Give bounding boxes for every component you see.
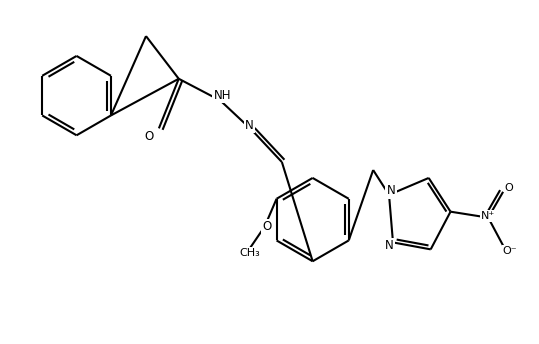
- Text: O: O: [505, 183, 514, 193]
- Text: N: N: [385, 239, 393, 252]
- Text: O⁻: O⁻: [503, 246, 517, 256]
- Text: N⁺: N⁺: [481, 211, 495, 221]
- Text: O: O: [262, 220, 271, 233]
- Text: O: O: [144, 130, 154, 143]
- Text: N: N: [245, 119, 253, 132]
- Text: NH: NH: [213, 89, 231, 102]
- Text: CH₃: CH₃: [239, 248, 260, 258]
- Text: N: N: [386, 184, 396, 197]
